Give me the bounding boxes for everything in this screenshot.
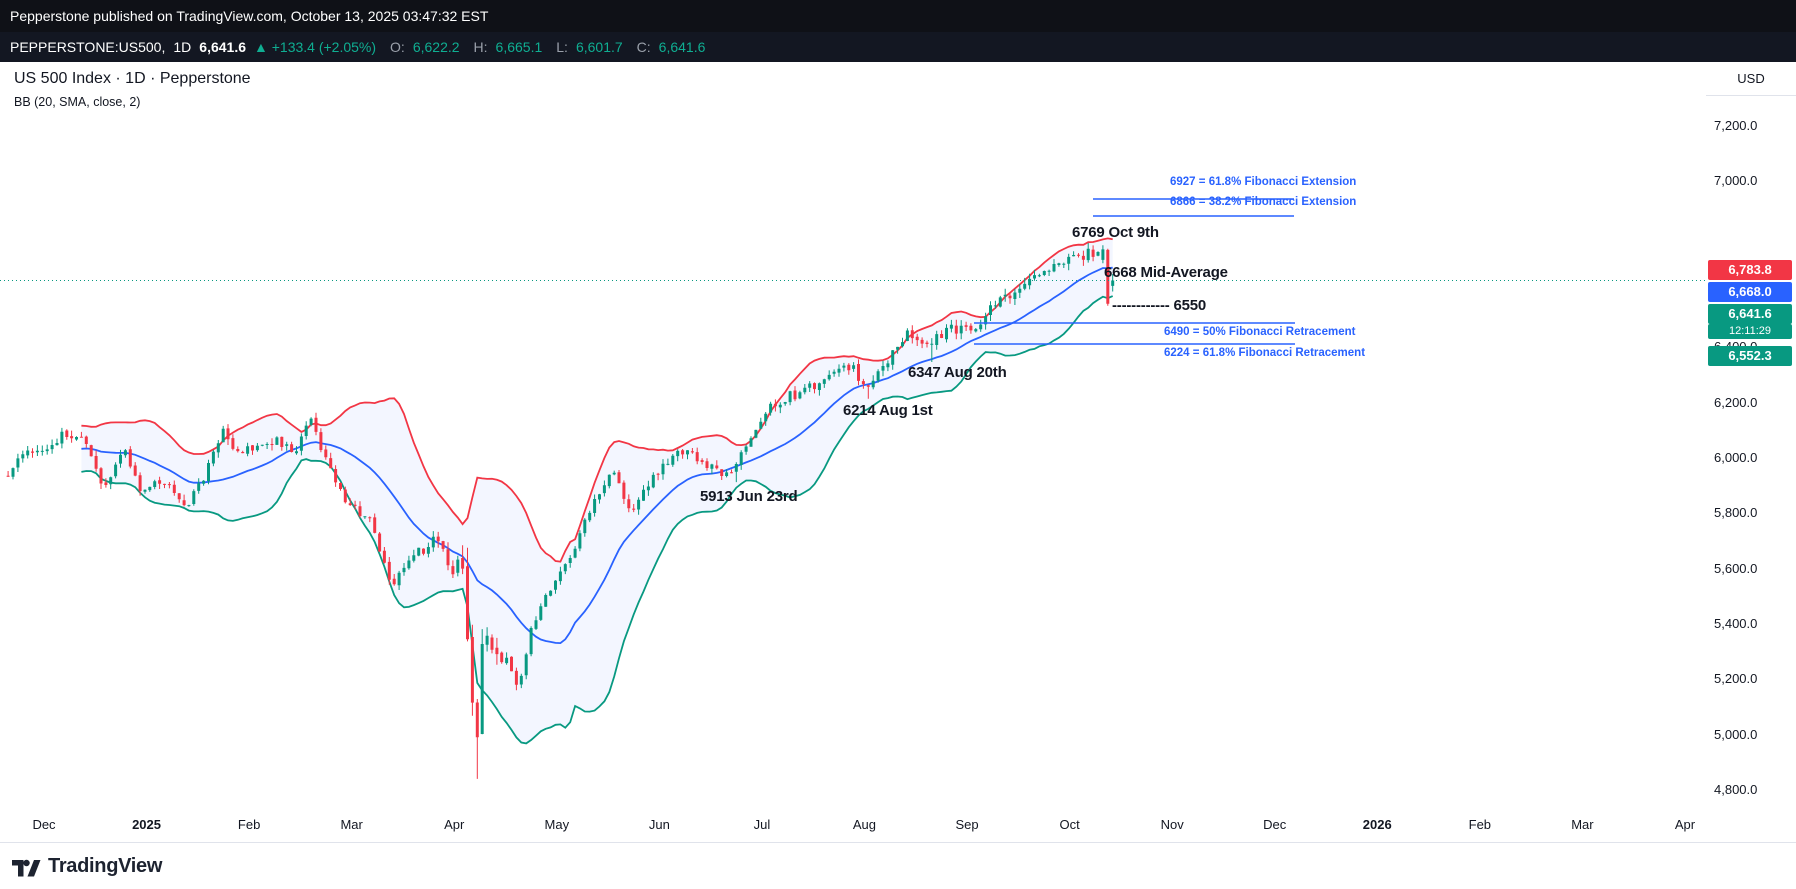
price-tick: 5,200.0 — [1714, 671, 1758, 687]
time-tick: Aug — [852, 817, 877, 832]
open-label: O: — [390, 39, 405, 55]
interval-label: 1D — [173, 39, 192, 55]
high-label: H: — [473, 39, 488, 55]
chart-pane[interactable] — [0, 62, 1706, 808]
high-value: 6,665.1 — [495, 39, 543, 55]
time-tick: Dec — [32, 817, 56, 832]
legend-indicator-bb[interactable]: BB (20, SMA, close, 2) — [14, 95, 141, 109]
time-tick: Mar — [340, 817, 363, 832]
time-tick: Sep — [955, 817, 979, 832]
price-tick: 5,000.0 — [1714, 726, 1758, 742]
time-tick: Feb — [237, 817, 261, 832]
time-scale[interactable]: Dec 2025 Feb Mar Apr May Jun Jul Aug Sep Oct Nov Dec… — [0, 808, 1706, 842]
time-tick: Jul — [753, 817, 771, 832]
symbol-name: PEPPERSTONE:US500, — [10, 39, 166, 55]
price-tick: 5,600.0 — [1714, 560, 1758, 576]
footer-bar: TradingView — [0, 842, 1796, 889]
annotation-high-oct9: 6769 Oct 9th — [1072, 224, 1159, 241]
open-value: 6,622.2 — [412, 39, 460, 55]
time-tick: Jun — [648, 817, 670, 832]
currency-label[interactable]: USD — [1706, 62, 1796, 96]
time-tick: May — [544, 817, 570, 832]
price-tick: 4,800.0 — [1714, 782, 1758, 797]
chart-legend: US 500 Index · 1D · Pepperstone BB (20, … — [14, 70, 251, 109]
tradingview-logo[interactable]: TradingView — [12, 855, 162, 878]
price-tick: 7,200.0 — [1714, 118, 1758, 133]
low-label: L: — [556, 39, 568, 55]
time-tick: 2026 — [1362, 817, 1392, 832]
price-badge-last-price: 6,641.6 — [1708, 304, 1792, 324]
price-badge-bb-lower: 6,552.3 — [1708, 346, 1792, 366]
price-tick: 5,800.0 — [1714, 505, 1758, 521]
time-tick: Nov — [1160, 817, 1184, 832]
fib-extension-618-label: 6927 = 61.8% Fibonacci Extension — [1170, 176, 1357, 188]
annotation-low-aug20: 6347 Aug 20th — [908, 364, 1007, 381]
price-tick: 6,000.0 — [1714, 450, 1758, 465]
price-tick: 6,200.0 — [1714, 394, 1758, 410]
symbol-info-bar: PEPPERSTONE:US500, 1D 6,641.6 ▲ +133.4 (… — [0, 32, 1796, 62]
publish-bar: Pepperstone published on TradingView.com… — [0, 0, 1796, 32]
time-tick: Apr — [1674, 817, 1696, 832]
price-tick: 5,400.0 — [1714, 616, 1758, 631]
time-tick: Mar — [1571, 817, 1594, 832]
time-tick: 2025 — [132, 817, 161, 832]
tradingview-logo-icon — [12, 855, 41, 877]
publish-text: Pepperstone published on TradingView.com… — [10, 8, 489, 24]
legend-symbol-title[interactable]: US 500 Index · 1D · Pepperstone — [14, 70, 251, 87]
price-badge-bb-basis: 6,668.0 — [1708, 282, 1792, 302]
time-tick: Apr — [444, 817, 465, 832]
price-tick: 7,000.0 — [1714, 173, 1758, 189]
low-value: 6,601.7 — [575, 39, 623, 55]
close-label: C: — [636, 39, 651, 55]
last-price: 6,641.6 — [199, 39, 246, 55]
annotation-6550-level: ------------ 6550 — [1112, 297, 1207, 314]
close-value: 6,641.6 — [658, 39, 706, 55]
annotation-mid-average: 6668 Mid-Average — [1104, 264, 1228, 281]
fib-retracement-618-label: 6224 = 61.8% Fibonacci Retracement — [1164, 347, 1366, 359]
price-badge-countdown: 12:11:29 — [1708, 324, 1792, 339]
time-tick: Dec — [1263, 817, 1287, 832]
tradingview-wordmark: TradingView — [48, 854, 163, 877]
time-tick: Oct — [1059, 817, 1080, 832]
price-badge-bb-upper: 6,783.8 — [1708, 260, 1792, 280]
price-scale[interactable]: 7,200.07,000.06,400.06,200.06,000.05,800… — [1706, 96, 1796, 842]
time-tick: Feb — [1468, 817, 1492, 832]
fib-retracement-50-label: 6490 = 50% Fibonacci Retracement — [1164, 326, 1356, 338]
annotation-low-jun23: 5913 Jun 23rd — [700, 488, 798, 505]
price-change: ▲ +133.4 (+2.05%) — [254, 39, 377, 55]
fib-extension-382-label: 6866 = 38.2% Fibonacci Extension — [1170, 196, 1357, 208]
annotation-low-aug1: 6214 Aug 1st — [843, 402, 933, 419]
